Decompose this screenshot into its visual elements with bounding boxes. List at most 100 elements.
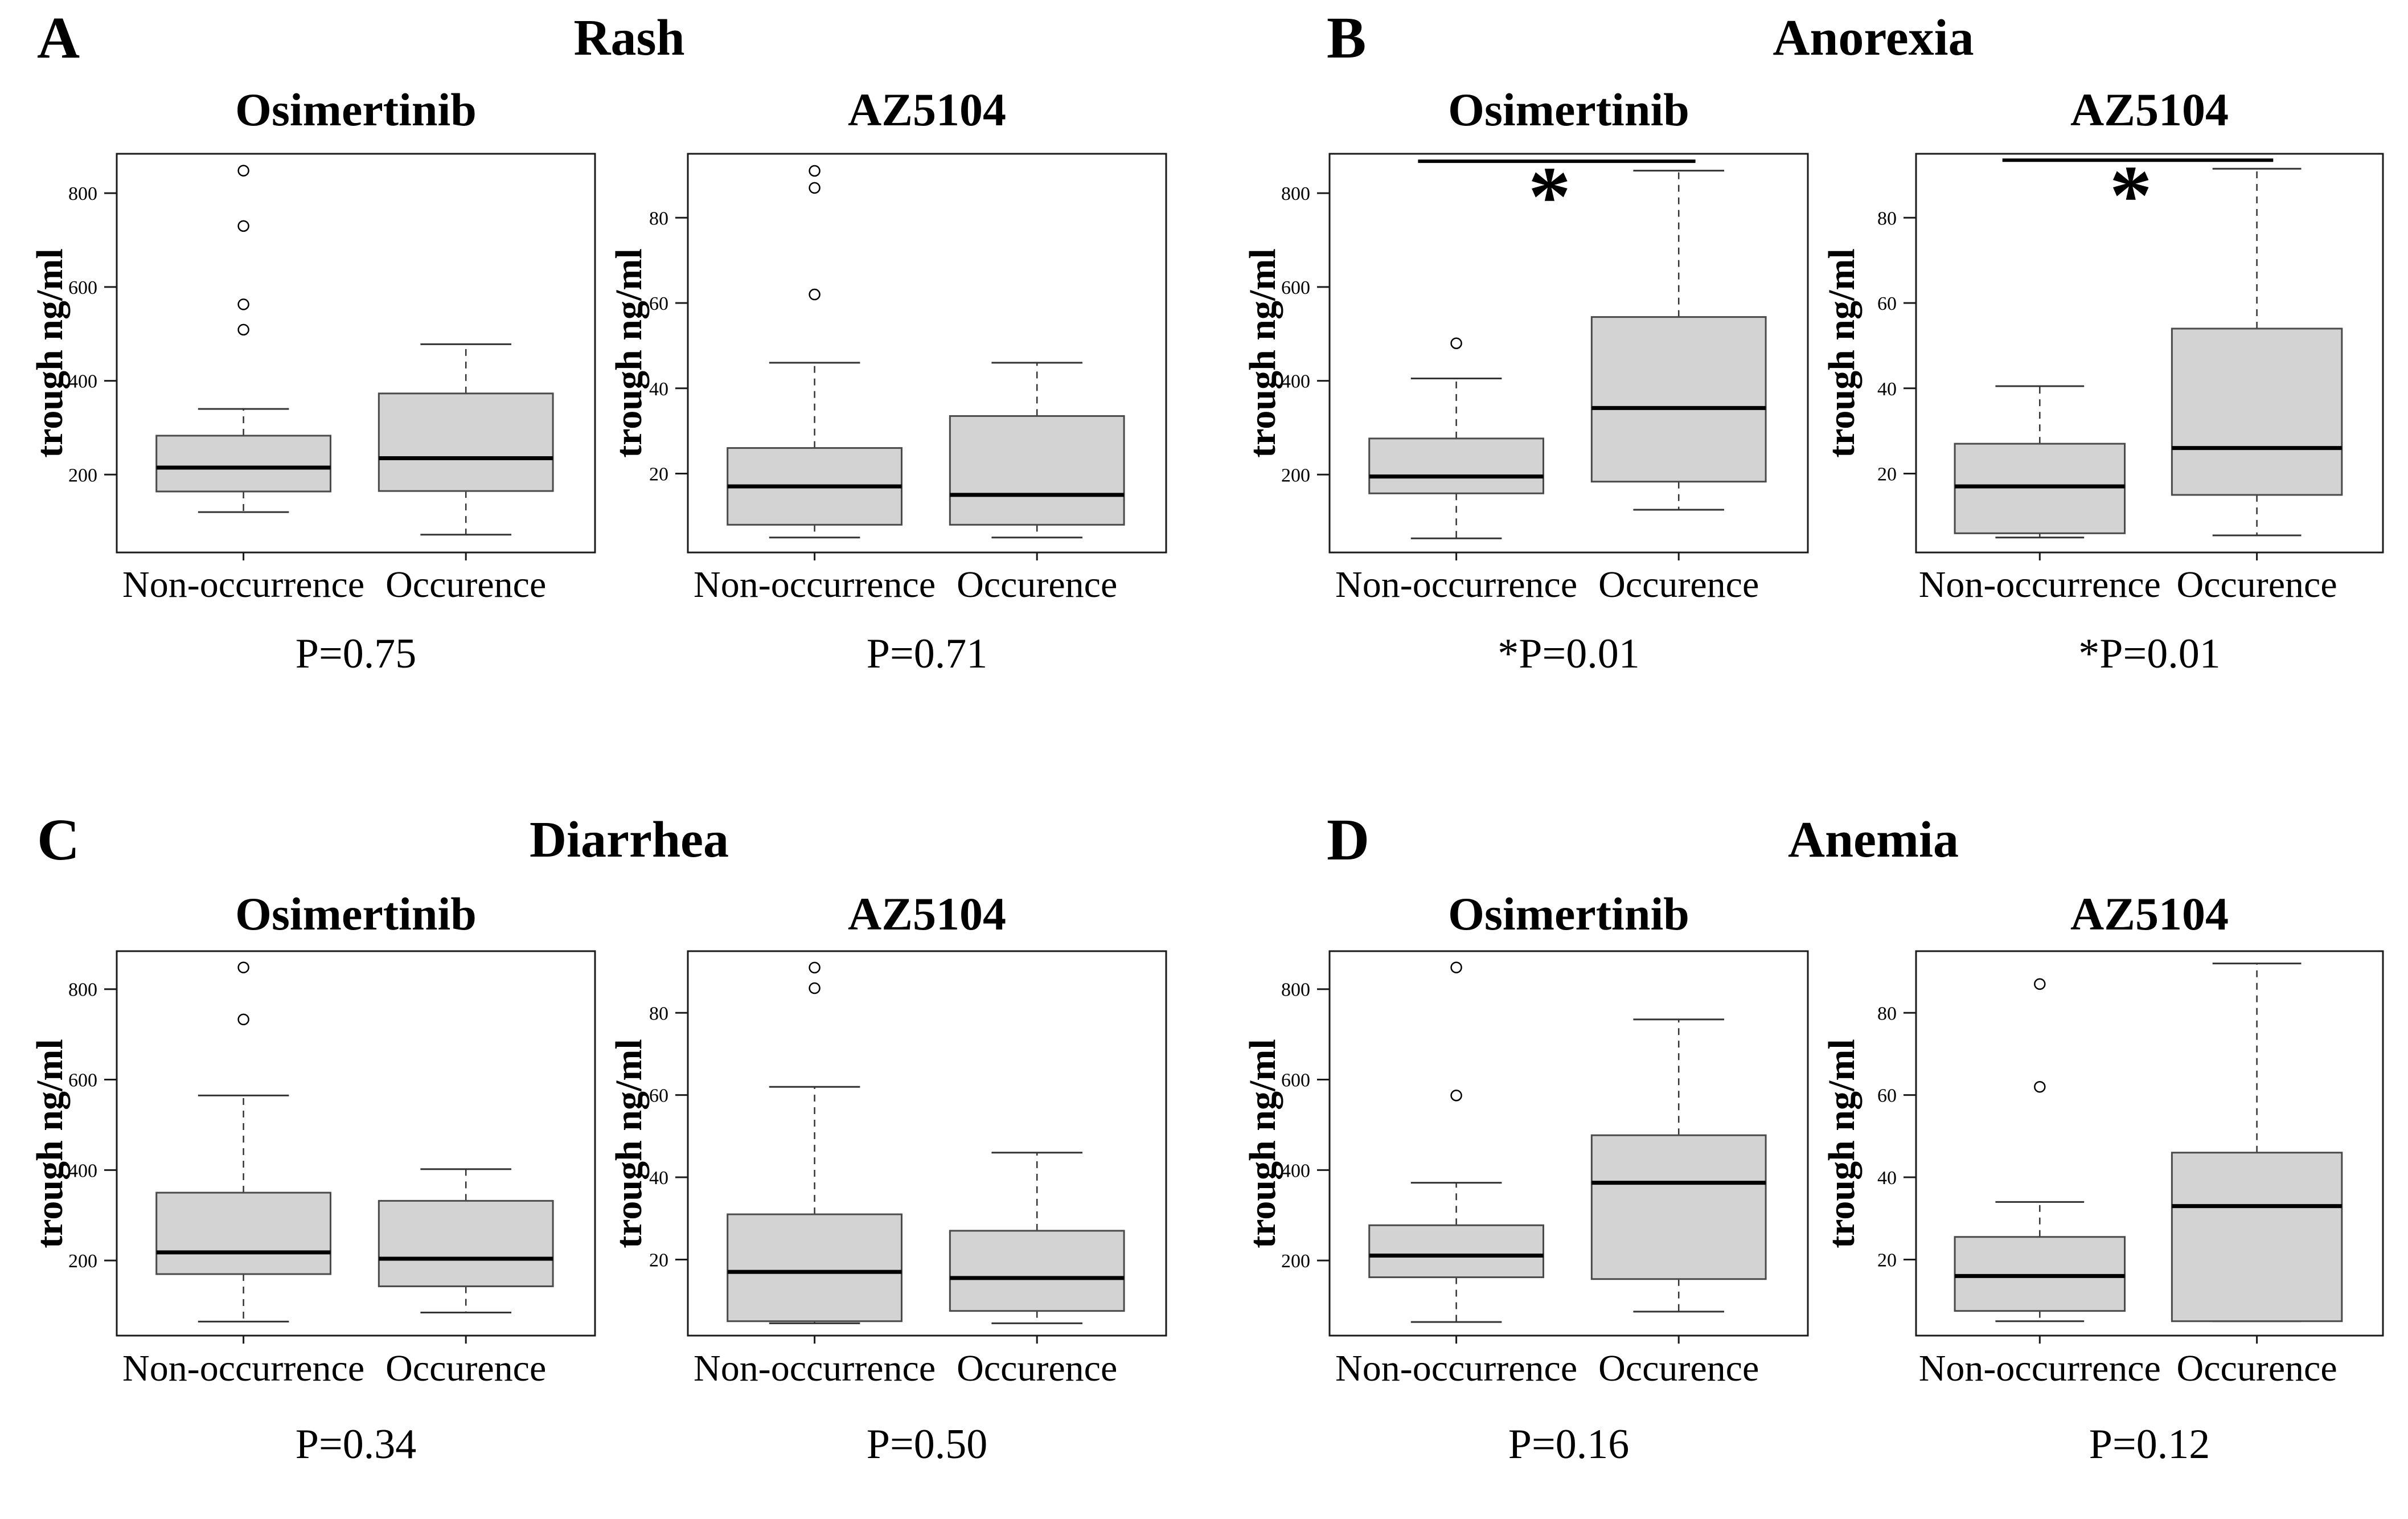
x-category-label: Occurence <box>1598 564 1759 605</box>
y-axis-label: trough ng/ml <box>1821 1038 1863 1248</box>
p-value-label: P=0.75 <box>295 630 417 677</box>
iqr-box <box>1954 443 2126 534</box>
subplot-title: AZ5104 <box>2070 84 2229 136</box>
subplot-title: Osimertinib <box>1448 888 1689 940</box>
iqr-box <box>2171 1152 2343 1323</box>
subplot-title: AZ5104 <box>848 84 1006 136</box>
subplot-title: AZ5104 <box>2070 888 2229 940</box>
x-category-label: Occurence <box>2176 564 2337 605</box>
y-tick-label: 600 <box>68 1070 97 1091</box>
y-tick-label: 200 <box>1281 465 1310 486</box>
p-value-label: P=0.34 <box>295 1421 417 1468</box>
subplot-title: AZ5104 <box>848 888 1006 940</box>
panel-title: Diarrhea <box>530 812 729 868</box>
y-tick-label: 60 <box>1877 293 1897 314</box>
subplot-title: Osimertinib <box>235 888 477 940</box>
y-tick-label: 20 <box>649 464 668 485</box>
y-tick-label: 80 <box>649 208 668 229</box>
outlier-point <box>2034 978 2046 990</box>
y-axis-label: trough ng/ml <box>1242 248 1283 458</box>
y-tick-label: 60 <box>649 1086 668 1107</box>
x-category-label: Occurence <box>957 564 1118 605</box>
y-tick-label: 200 <box>1281 1251 1310 1272</box>
y-tick-label: 400 <box>1281 1160 1310 1181</box>
y-axis-label: trough ng/ml <box>29 1038 71 1248</box>
x-category-label: Occurence <box>385 564 547 605</box>
iqr-box <box>1368 437 1544 494</box>
outlier-point <box>237 1013 249 1026</box>
subplot-title: Osimertinib <box>235 84 477 136</box>
outlier-point <box>1450 337 1462 349</box>
y-axis-label: trough ng/ml <box>1821 248 1863 458</box>
y-tick-label: 20 <box>1877 1250 1897 1271</box>
p-value-label: P=0.12 <box>2089 1421 2210 1468</box>
p-value-label: P=0.71 <box>866 630 988 677</box>
y-tick-label: 800 <box>68 980 97 1001</box>
outlier-point <box>237 324 249 336</box>
outlier-point <box>1450 1090 1462 1102</box>
x-category-label: Occurence <box>385 1348 547 1389</box>
outlier-point <box>237 961 249 973</box>
y-tick-label: 400 <box>68 1160 97 1181</box>
outlier-point <box>1450 961 1462 973</box>
x-category-label: Non-occurrence <box>1918 564 2161 605</box>
y-tick-label: 40 <box>1877 1168 1897 1189</box>
panel-letter: A <box>37 5 80 71</box>
outlier-point <box>237 165 249 177</box>
panel-letter: D <box>1327 807 1370 873</box>
y-tick-label: 800 <box>1281 980 1310 1001</box>
y-tick-label: 80 <box>1877 208 1897 229</box>
iqr-box <box>727 1213 903 1323</box>
y-tick-label: 80 <box>649 1003 668 1024</box>
panel-title: Anorexia <box>1773 10 1974 66</box>
x-category-label: Non-occurrence <box>1335 564 1578 605</box>
outlier-point <box>809 182 821 194</box>
y-tick-label: 60 <box>1877 1086 1897 1107</box>
iqr-box <box>1590 316 1767 483</box>
outlier-point <box>809 165 821 177</box>
y-tick-label: 400 <box>1281 371 1310 392</box>
y-tick-label: 600 <box>68 277 97 298</box>
iqr-box <box>1954 1236 2126 1312</box>
y-tick-label: 40 <box>1877 379 1897 400</box>
iqr-box <box>949 415 1125 526</box>
p-value-label: *P=0.01 <box>2078 630 2221 677</box>
x-category-label: Non-occurrence <box>694 564 936 605</box>
iqr-box <box>1368 1224 1544 1279</box>
y-tick-label: 40 <box>649 379 668 400</box>
iqr-box <box>378 1199 554 1287</box>
iqr-box <box>378 392 554 492</box>
outlier-point <box>237 298 249 310</box>
y-tick-label: 400 <box>68 371 97 392</box>
y-tick-label: 80 <box>1877 1003 1897 1024</box>
outlier-point <box>2034 1080 2046 1093</box>
x-category-label: Non-occurrence <box>1335 1348 1578 1389</box>
x-category-label: Non-occurrence <box>1918 1348 2161 1389</box>
iqr-box <box>155 435 331 493</box>
x-category-label: Non-occurrence <box>122 564 365 605</box>
y-tick-label: 800 <box>1281 183 1310 204</box>
y-axis-label: trough ng/ml <box>608 248 650 458</box>
y-tick-label: 200 <box>68 465 97 486</box>
p-value-label: *P=0.01 <box>1498 630 1640 677</box>
y-tick-label: 20 <box>649 1250 668 1271</box>
y-axis-label: trough ng/ml <box>29 248 71 458</box>
y-axis-label: trough ng/ml <box>1242 1038 1283 1248</box>
significance-asterisk: * <box>1528 149 1571 244</box>
x-category-label: Occurence <box>1598 1348 1759 1389</box>
y-tick-label: 200 <box>68 1251 97 1272</box>
iqr-box <box>949 1230 1125 1312</box>
y-tick-label: 20 <box>1877 464 1897 485</box>
panel-letter: B <box>1327 5 1367 71</box>
x-category-label: Occurence <box>2176 1348 2337 1389</box>
y-tick-label: 600 <box>1281 277 1310 298</box>
plot-frame <box>116 153 596 554</box>
outlier-point <box>809 982 821 994</box>
y-tick-label: 600 <box>1281 1070 1310 1091</box>
iqr-box <box>155 1192 331 1275</box>
iqr-box <box>2171 327 2343 496</box>
x-category-label: Non-occurrence <box>694 1348 936 1389</box>
outlier-point <box>809 961 821 974</box>
